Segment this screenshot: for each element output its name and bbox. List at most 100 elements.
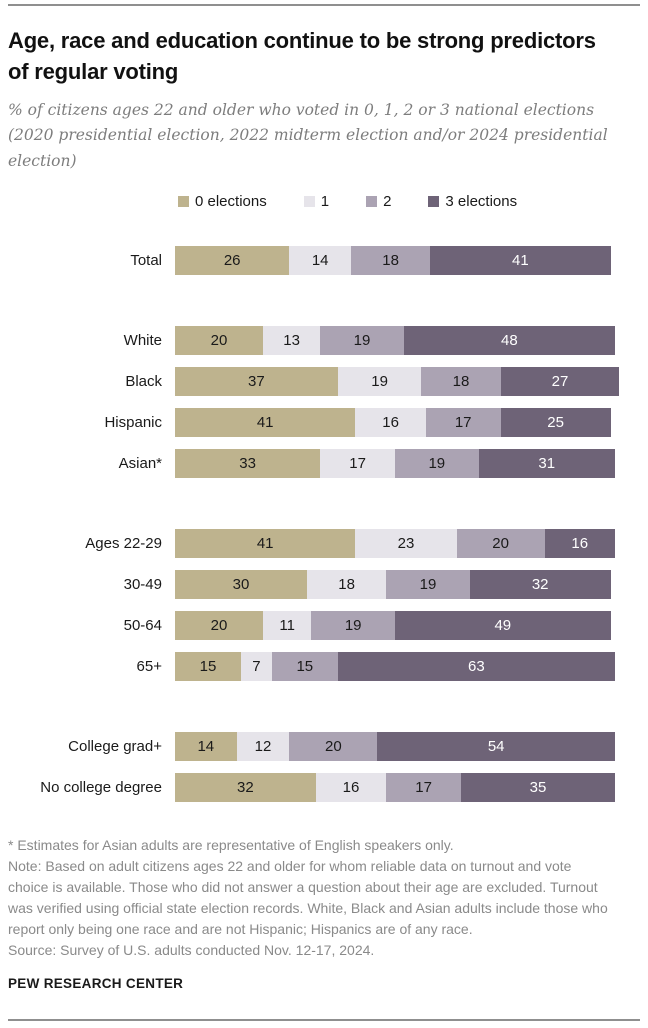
stacked-bar: 32 16 17 35 (175, 772, 615, 802)
legend-item: 3 elections (428, 193, 517, 210)
stacked-bar: 26 14 18 41 (175, 245, 611, 275)
bar-segment: 7 (241, 651, 272, 681)
bar-segment: 54 (377, 731, 615, 761)
bar-segment: 18 (350, 245, 431, 275)
bar-segment: 16 (315, 772, 387, 802)
bar-group-age: Ages 22-29 41 23 20 16 30-49 30 18 19 32 50-64 20 11… (8, 528, 640, 681)
row-label: Total (130, 251, 162, 269)
bar-segment: 63 (337, 651, 615, 681)
bar-segment: 30 (175, 569, 307, 599)
legend-swatch-icon (428, 195, 440, 207)
bar-segment: 49 (394, 610, 611, 640)
bar-segment: 19 (386, 569, 470, 599)
stacked-bar: 20 11 19 49 (175, 610, 611, 640)
bar-segment: 26 (175, 245, 290, 275)
bar-segment: 27 (500, 366, 620, 396)
bar-segment: 20 (456, 528, 545, 558)
legend-label: 0 elections (195, 192, 267, 210)
legend-swatch-icon (303, 195, 315, 207)
bar-segment: 23 (355, 528, 457, 558)
row-label: White (123, 331, 162, 349)
bar-segment: 11 (263, 610, 312, 640)
bar-segment: 18 (307, 569, 387, 599)
bar-segment: 20 (175, 610, 263, 640)
source-note: Source: Survey of U.S. adults conducted … (8, 941, 375, 958)
bar-segment: 19 (320, 325, 404, 355)
bar-segment: 19 (311, 610, 395, 640)
bar-segment: 17 (386, 772, 461, 802)
bar-segment: 20 (175, 325, 263, 355)
row-label: No college degree (40, 778, 162, 796)
top-divider (8, 4, 640, 6)
bar-row: White 20 13 19 48 (8, 325, 640, 355)
bar-segment: 18 (421, 366, 501, 396)
bar-segment: 32 (175, 772, 316, 802)
bar-group-total: Total 26 14 18 41 (8, 245, 640, 275)
row-label: 30-49 (123, 575, 162, 593)
bar-segment: 33 (175, 448, 321, 478)
bar-segment: 13 (263, 325, 321, 355)
chart-footer: * Estimates for Asian adults are represe… (8, 835, 612, 994)
bar-segment: 41 (175, 528, 356, 558)
bar-group-race-ethnicity: White 20 13 19 48 Black 37 19 18 27 Hispanic 41 16 17… (8, 325, 640, 478)
chart-card: Age, race and education continue to be s… (0, 4, 648, 1028)
bar-segment: 48 (403, 325, 615, 355)
bar-segment: 14 (289, 245, 351, 275)
stacked-bar: 33 17 19 31 (175, 448, 615, 478)
asterisk-note: * Estimates for Asian adults are represe… (8, 836, 454, 853)
methodology-note: Note: Based on adult citizens ages 22 an… (8, 857, 608, 937)
page-title: Age, race and education continue to be s… (8, 28, 596, 84)
legend-swatch-icon (366, 195, 378, 207)
row-label: Hispanic (104, 413, 162, 431)
chart-subtitle: % of citizens ages 22 and older who vote… (8, 100, 608, 171)
stacked-bar: 37 19 18 27 (175, 366, 620, 396)
row-label: Asian* (118, 454, 162, 472)
legend-item: 0 elections (178, 193, 267, 210)
stacked-bar: 41 16 17 25 (175, 407, 611, 437)
bar-segment: 17 (425, 407, 501, 437)
bar-row: Total 26 14 18 41 (8, 245, 640, 275)
bar-row: Hispanic 41 16 17 25 (8, 407, 640, 437)
bar-segment: 17 (320, 448, 395, 478)
legend-label: 1 (320, 192, 330, 210)
row-label: Ages 22-29 (85, 534, 162, 552)
legend-item: 1 (303, 192, 330, 210)
bar-segment: 20 (289, 731, 378, 761)
bar-segment: 25 (500, 407, 611, 437)
bar-row: 30-49 30 18 19 32 (8, 569, 640, 599)
row-label: 65+ (136, 657, 162, 675)
bar-segment: 14 (175, 731, 237, 761)
legend-label: 2 (383, 192, 392, 210)
bar-segment: 37 (175, 366, 338, 396)
legend-swatch-icon (178, 195, 189, 207)
bar-segment: 15 (271, 651, 338, 681)
bar-segment: 19 (394, 448, 479, 478)
bar-row: Ages 22-29 41 23 20 16 (8, 528, 640, 558)
bar-segment: 16 (355, 407, 426, 437)
stacked-bar: 14 12 20 54 (175, 731, 615, 761)
bar-segment: 19 (337, 366, 422, 396)
bar-segment: 32 (469, 569, 611, 599)
bar-row: Asian* 33 17 19 31 (8, 448, 640, 478)
row-label: College grad+ (68, 737, 162, 755)
brand-label: PEW RESEARCH CENTER (8, 975, 184, 991)
stacked-bar-chart: Total 26 14 18 41 White 20 13 19 48 Black 37 19 18 27 H… (8, 245, 640, 802)
row-label: 50-64 (123, 616, 162, 634)
bar-group-education: College grad+ 14 12 20 54 No college degree 32… (8, 731, 640, 802)
row-label: Black (125, 372, 162, 390)
bar-segment: 15 (175, 651, 241, 681)
chart-legend: 0 elections 1 2 3 elections (178, 193, 640, 210)
bar-row: 50-64 20 11 19 49 (8, 610, 640, 640)
bar-segment: 12 (236, 731, 290, 761)
bar-segment: 41 (175, 407, 356, 437)
bar-row: 65+ 15 7 15 63 (8, 651, 640, 681)
bar-row: No college degree 32 16 17 35 (8, 772, 640, 802)
bottom-divider (8, 1019, 640, 1021)
bar-segment: 31 (478, 448, 615, 478)
legend-label: 3 elections (445, 192, 518, 210)
stacked-bar: 41 23 20 16 (175, 528, 615, 558)
stacked-bar: 20 13 19 48 (175, 325, 615, 355)
legend-item: 2 (366, 193, 391, 210)
bar-segment: 35 (460, 772, 615, 802)
bar-segment: 16 (544, 528, 615, 558)
